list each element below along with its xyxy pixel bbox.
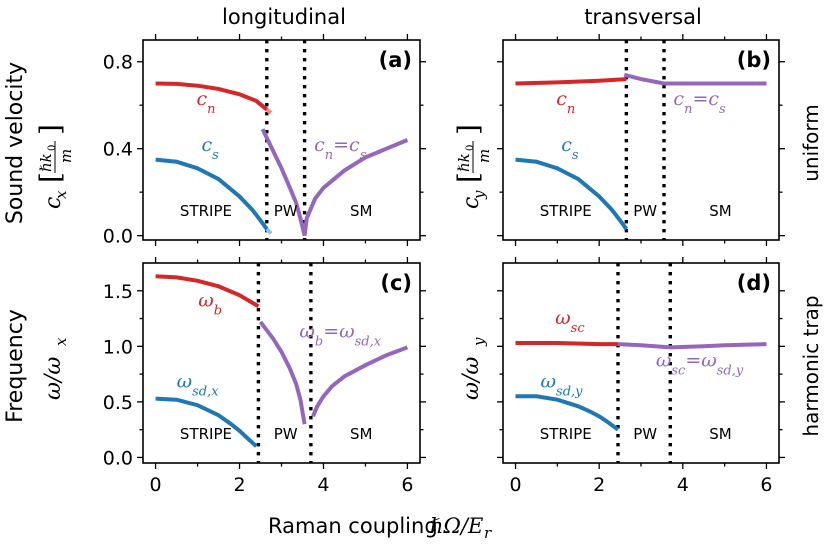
series-c-n [155, 81, 269, 112]
series--sc-sd-y [617, 342, 767, 350]
y-tick-label: 0.0 [103, 447, 133, 469]
y-tick-label: 0.0 [103, 226, 133, 248]
x-tick-label: 4 [677, 474, 689, 496]
phase-label-stripe: STRIPE [180, 425, 232, 443]
svg-text:m: m [57, 149, 75, 163]
panel-letter: (b) [737, 48, 771, 72]
ylabel-sound-velocity: Sound velocity [3, 62, 28, 224]
x-tick-label: 2 [593, 474, 605, 496]
phase-label-sm: SM [350, 425, 372, 443]
y-tick-label: 0.4 [103, 139, 133, 161]
row-label-harmonic-trap: harmonic trap [799, 295, 823, 436]
svg-text:c: c [41, 197, 66, 209]
svg-text:ω/ω: ω/ω [459, 357, 484, 400]
svg-text:c: c [459, 197, 484, 209]
phase-label-sm: SM [709, 425, 731, 443]
curve-label: ωsc=ωsd,y [656, 349, 744, 378]
phase-label-stripe: STRIPE [540, 202, 592, 220]
svg-text:ℏk: ℏk [37, 153, 55, 172]
curve-label: cs [561, 134, 579, 163]
series-c-n [515, 77, 627, 86]
curve-label: cn [556, 88, 575, 117]
phase-label-sm: SM [350, 202, 372, 220]
series-c-n-end- [265, 108, 273, 115]
series-c-s [515, 157, 629, 231]
series--b-sd-x-sm- [311, 345, 409, 418]
series-c-s-end- [265, 227, 273, 235]
series--sd-y [515, 394, 620, 432]
series-c-s [155, 157, 269, 231]
panel-a: 0.0 0.4 0.8 (a) STRIPE PW SM cn cs cn=cs [103, 34, 426, 248]
x-tick-label: 6 [760, 474, 772, 496]
ylabel-omega-x: ω/ω x [41, 337, 70, 400]
x-tick-label: 6 [401, 474, 413, 496]
phase-label-stripe: STRIPE [180, 202, 232, 220]
curve-label: cn=cs [314, 134, 367, 163]
panel-c: 0 2 4 6 0.0 0.5 1.0 1.5 (c) STRIPE PW SM ωb ωsd,x ωb=ω… [103, 257, 426, 496]
curve-label: cn [196, 88, 215, 117]
phase-label-pw: PW [633, 202, 657, 220]
curve-label: ωb [198, 289, 222, 318]
series--sd-x [155, 396, 258, 448]
curve-label: ωb=ωsd,x [299, 320, 381, 349]
row-label-uniform: uniform [799, 104, 823, 182]
curve-label: ωsc [555, 307, 585, 336]
series--sc [515, 341, 618, 347]
panel-letter: (c) [380, 271, 412, 295]
svg-text:ω/ω: ω/ω [41, 357, 66, 400]
x-tick-label: 0 [150, 474, 162, 496]
ylabel-omega-y: ω/ω y [459, 337, 488, 400]
column-title-longitudinal: longitudinal [222, 5, 346, 29]
svg-text:0: 0 [465, 145, 476, 151]
svg-text:x: x [52, 190, 70, 199]
svg-text:m: m [475, 149, 493, 163]
phase-label-pw: PW [274, 202, 298, 220]
y-tick-label: 1.0 [103, 336, 133, 358]
series-c-n-c-s [623, 72, 767, 86]
phase-label-stripe: STRIPE [540, 425, 592, 443]
panel-letter: (a) [379, 48, 412, 72]
svg-text:[: [ [34, 172, 67, 183]
svg-text:r: r [484, 524, 492, 542]
y-tick-label: 1.5 [103, 281, 133, 303]
x-tick-label: 4 [317, 474, 329, 496]
panel-letter: (d) [737, 271, 771, 295]
x-tick-label: 0 [509, 474, 521, 496]
series--b [155, 274, 260, 309]
panel-b: (b) STRIPE PW SM cn cs cn=cs [497, 34, 785, 246]
series-c-n-c-s-pw- [260, 128, 307, 237]
series-c-n-c-s-sm- [302, 138, 409, 236]
curve-label: ωsd,y [541, 370, 584, 399]
ylabel-cy: c y [ ℏk 0 m ] [452, 124, 493, 209]
phase-label-pw: PW [633, 425, 657, 443]
curve-label: cn=cs [673, 88, 726, 117]
svg-text:0: 0 [47, 145, 58, 151]
series--b-sd-x-pw- [258, 320, 307, 425]
ylabel-cx: c x [ ℏk 0 m ] [34, 124, 75, 209]
svg-text:]: ] [452, 124, 485, 135]
x-tick-label: 2 [233, 474, 245, 496]
curve-label: ωsd,x [177, 370, 220, 399]
svg-text:ℏΩ/E: ℏΩ/E [430, 514, 483, 538]
svg-text:]: ] [34, 124, 67, 135]
svg-text:y: y [470, 337, 488, 347]
panel-d: 0 2 4 6 (d) STRIPE PW SM ωsc ωsd,y ωsc=ωsd,y [497, 257, 785, 496]
column-title-transversal: transversal [584, 5, 702, 29]
xlabel: Raman coupling ℏΩ/E r [268, 514, 492, 542]
y-tick-label: 0.5 [103, 392, 133, 414]
curve-label: cs [201, 134, 219, 163]
ylabel-frequency: Frequency [3, 309, 28, 423]
phase-label-pw: PW [274, 425, 298, 443]
svg-text:y: y [470, 190, 488, 200]
y-tick-label: 0.8 [103, 52, 133, 74]
svg-text:[: [ [452, 172, 485, 183]
phase-label-sm: SM [709, 202, 731, 220]
svg-text:ℏk: ℏk [455, 153, 473, 172]
xlabel-text: Raman coupling [268, 514, 438, 538]
svg-text:x: x [52, 337, 70, 346]
